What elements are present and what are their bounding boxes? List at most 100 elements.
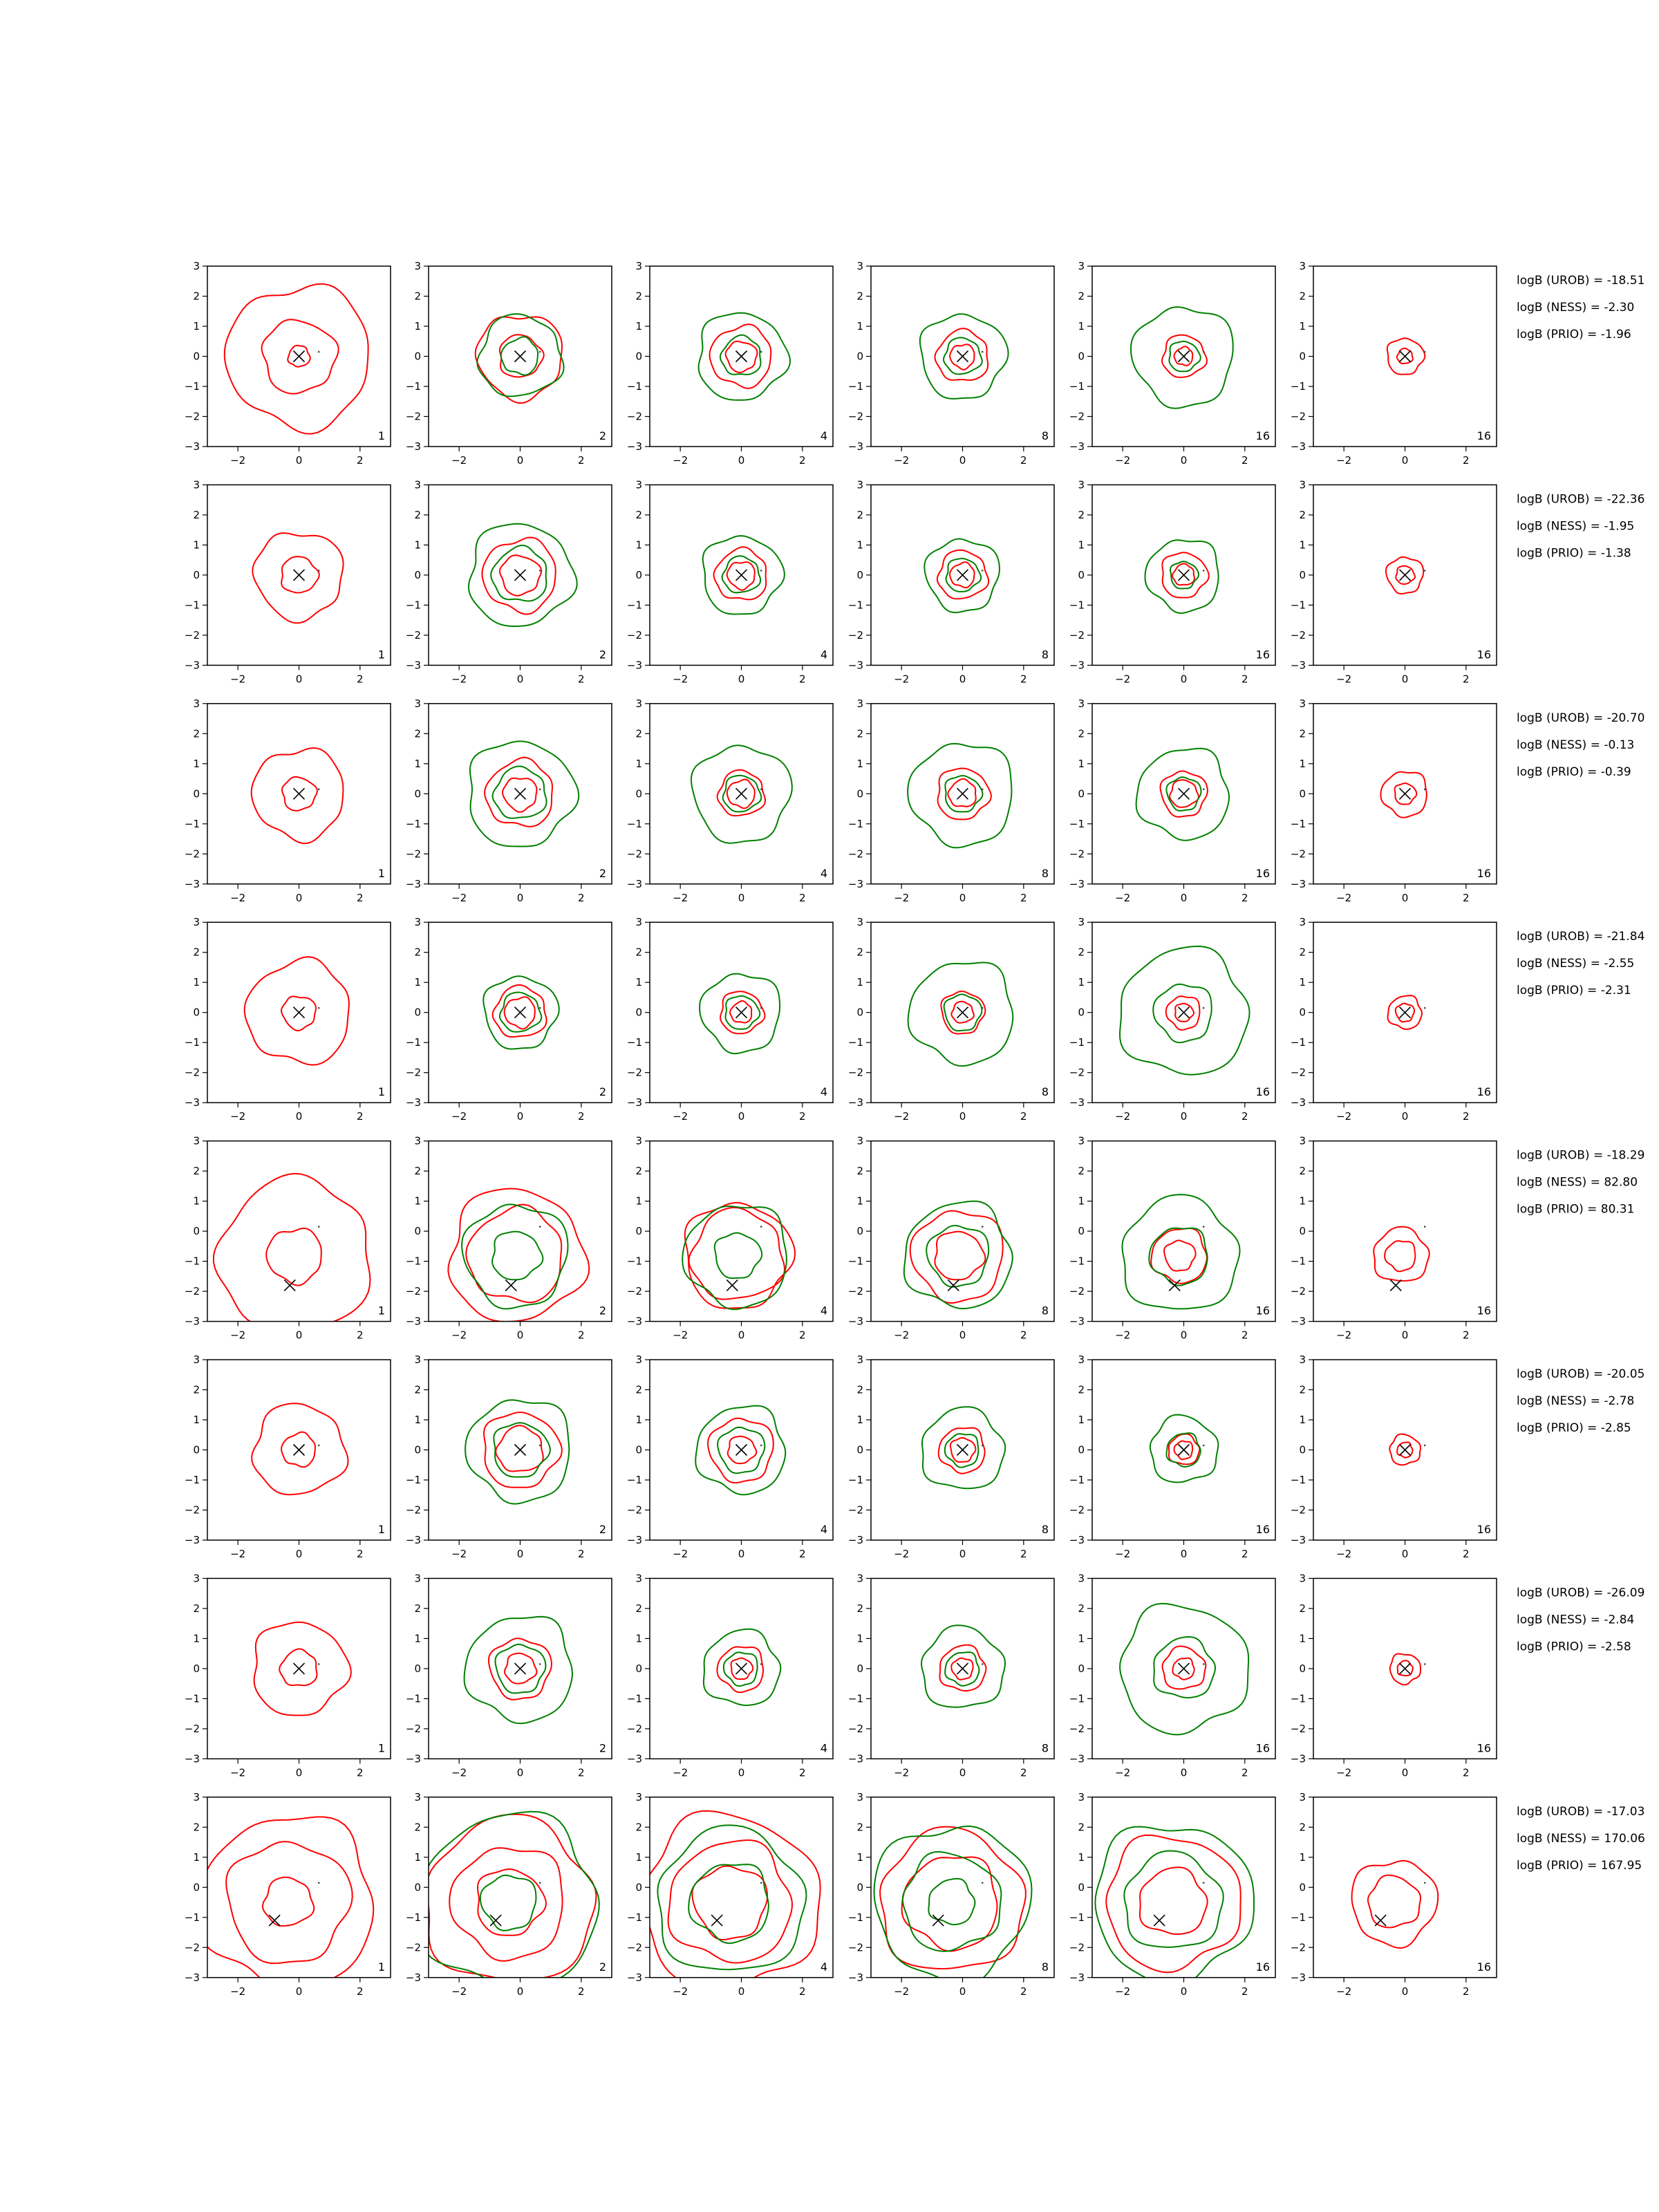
panel-label: 8 xyxy=(1042,1304,1049,1318)
y-tick-label: 3 xyxy=(193,916,200,928)
true-value-marker xyxy=(489,1914,502,1927)
red-contour xyxy=(252,532,344,624)
red-contour xyxy=(481,536,556,615)
panel-label: 1 xyxy=(378,429,385,442)
red-contour xyxy=(212,1172,371,1322)
panel-label: 2 xyxy=(599,867,606,880)
reference-dot xyxy=(538,1882,541,1884)
x-tick-label: 0 xyxy=(1181,1548,1188,1560)
y-tick-label: −2 xyxy=(406,1941,421,1953)
green-contour xyxy=(944,775,984,813)
reference-dot xyxy=(1202,1882,1205,1884)
y-tick-label: 0 xyxy=(1078,1881,1085,1893)
y-tick-label: −3 xyxy=(848,878,863,890)
red-contour xyxy=(949,344,975,371)
y-tick-label: 0 xyxy=(1078,1006,1085,1019)
y-tick-label: 2 xyxy=(414,1602,421,1615)
panel-label: 2 xyxy=(599,1523,606,1536)
x-tick-label: 2 xyxy=(1463,1329,1470,1342)
y-tick-label: 0 xyxy=(414,1662,421,1675)
red-contour xyxy=(948,561,975,589)
panel: −3 −2 −1 0 1 2 3 −2 0 2 8 xyxy=(848,697,1055,904)
x-tick-label: −2 xyxy=(673,1329,688,1342)
panel-label: 2 xyxy=(599,1960,606,1974)
true-value-marker xyxy=(956,1443,969,1456)
plot-area xyxy=(702,1628,782,1707)
y-tick-label: 0 xyxy=(1299,1881,1306,1893)
true-value-marker xyxy=(292,350,306,363)
y-tick-label: 0 xyxy=(193,787,200,800)
panel-label: 16 xyxy=(1477,1741,1491,1754)
y-tick-label: 3 xyxy=(193,697,200,710)
x-tick-label: 2 xyxy=(1020,454,1027,467)
panel: −3 −2 −1 0 1 2 3 −2 0 2 16 xyxy=(1291,916,1497,1123)
x-tick-label: −2 xyxy=(230,1985,245,1998)
plot-area xyxy=(697,312,791,401)
red-contour xyxy=(1163,1239,1197,1272)
y-tick-label: −1 xyxy=(1291,1036,1306,1049)
y-tick-label: −1 xyxy=(406,1474,421,1486)
y-tick-label: 3 xyxy=(414,1135,421,1147)
red-contour xyxy=(1161,1645,1207,1690)
y-tick-label: 2 xyxy=(414,1384,421,1396)
true-value-marker xyxy=(735,787,748,800)
y-tick-label: −3 xyxy=(1291,1315,1306,1328)
x-tick-label: −2 xyxy=(451,892,467,904)
panel: −3 −2 −1 0 1 2 3 −2 0 2 8 xyxy=(848,1791,1055,1998)
y-tick-label: −3 xyxy=(406,878,421,890)
y-tick-label: 3 xyxy=(193,260,200,272)
plot-area xyxy=(465,1399,570,1505)
x-tick-label: 0 xyxy=(1402,1985,1409,1998)
x-tick-label: −2 xyxy=(1336,673,1351,685)
panel: −3 −2 −1 0 1 2 3 −2 0 2 1 xyxy=(185,478,391,685)
true-value-marker xyxy=(956,1662,969,1675)
true-value-marker xyxy=(283,1279,296,1291)
x-tick-label: −2 xyxy=(1336,454,1351,467)
red-contour xyxy=(1159,770,1208,818)
y-tick-label: −3 xyxy=(1069,878,1085,890)
x-tick-label: −2 xyxy=(1336,1110,1351,1123)
reference-dot xyxy=(981,350,984,353)
logb-stat-text: logB (UROB) = -18.29 xyxy=(1517,1149,1644,1163)
reference-dot xyxy=(760,1226,762,1228)
y-tick-label: 3 xyxy=(635,260,642,272)
reference-dot xyxy=(1202,1444,1205,1447)
x-tick-label: 0 xyxy=(1402,673,1409,685)
reference-dot xyxy=(538,1444,541,1447)
y-tick-label: −2 xyxy=(406,1285,421,1297)
panel: −3 −2 −1 0 1 2 3 −2 0 2 2 xyxy=(406,916,612,1123)
true-value-marker xyxy=(735,1662,748,1675)
y-tick-label: −2 xyxy=(1291,1504,1306,1517)
plot-area xyxy=(1135,747,1230,841)
x-tick-label: 0 xyxy=(296,454,303,467)
y-tick-label: 0 xyxy=(414,1225,421,1237)
reference-dot xyxy=(1202,1006,1205,1009)
y-tick-label: 2 xyxy=(1078,946,1085,959)
y-tick-label: 2 xyxy=(1299,1165,1306,1177)
x-tick-label: −2 xyxy=(1115,1548,1130,1560)
panel: −3 −2 −1 0 1 2 3 −2 0 2 16 xyxy=(1291,478,1497,685)
logb-stat-text: logB (NESS) = -2.84 xyxy=(1517,1613,1634,1627)
green-contour xyxy=(942,337,983,375)
y-tick-label: −2 xyxy=(848,847,863,860)
logb-stat-text: logB (UROB) = -20.05 xyxy=(1517,1367,1644,1381)
panel: −3 −2 −1 0 1 2 3 −2 0 2 16 xyxy=(1069,1791,1276,1998)
y-tick-label: 3 xyxy=(1299,1791,1306,1803)
green-contour xyxy=(1094,1826,1255,1978)
y-tick-label: 0 xyxy=(414,1444,421,1456)
y-tick-label: 3 xyxy=(1299,916,1306,928)
true-value-marker xyxy=(735,1443,748,1456)
y-tick-label: 3 xyxy=(414,697,421,710)
red-contour xyxy=(950,1657,974,1680)
true-value-marker xyxy=(956,569,969,581)
x-tick-label: −2 xyxy=(1115,1329,1130,1342)
y-tick-label: 1 xyxy=(193,320,200,332)
red-contour xyxy=(279,1648,318,1687)
red-contour xyxy=(243,956,350,1066)
red-contour xyxy=(1172,1657,1195,1680)
reference-dot xyxy=(317,350,320,353)
green-contour xyxy=(901,1850,1002,1952)
red-contour xyxy=(265,1227,322,1286)
y-tick-label: −1 xyxy=(1291,818,1306,830)
y-tick-label: −2 xyxy=(1291,1941,1306,1953)
